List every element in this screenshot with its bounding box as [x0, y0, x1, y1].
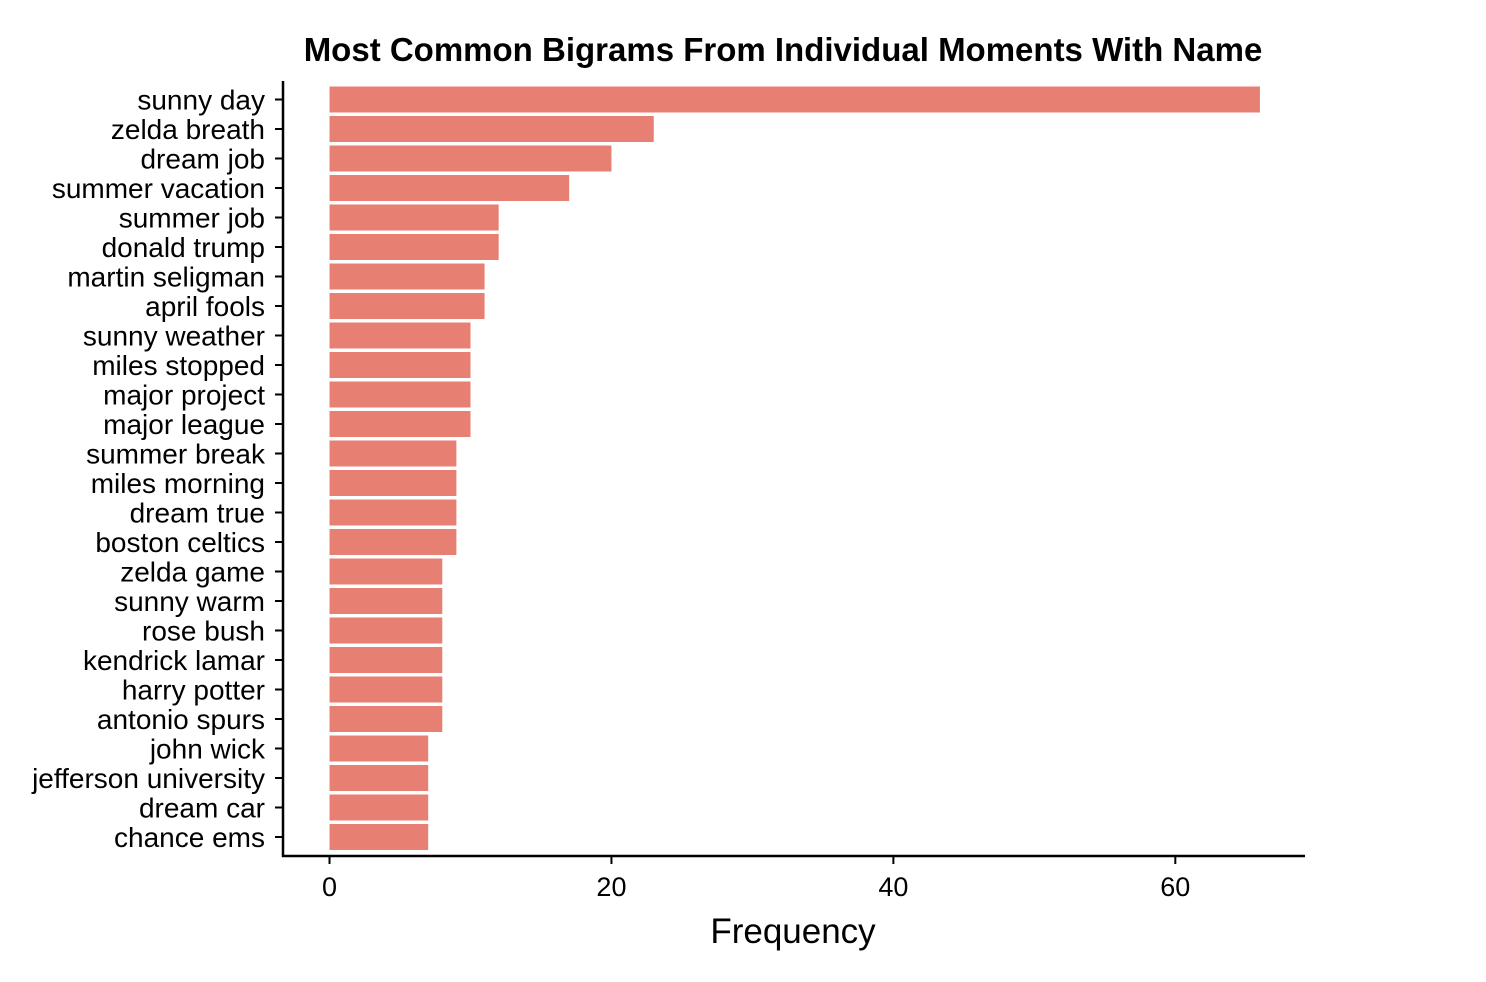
bar-sunny-warm [330, 588, 443, 614]
bar-martin-seligman [330, 264, 485, 290]
bar-zelda-breath [330, 116, 654, 142]
bar-sunny-weather [330, 323, 471, 349]
bar-antonio-spurs [330, 706, 443, 732]
bar-dream-true [330, 500, 457, 526]
y-tick-label: sunny warm [114, 586, 265, 617]
bar-donald-trump [330, 234, 499, 260]
bar-chance-ems [330, 824, 429, 850]
y-tick-label: sunny day [137, 85, 265, 116]
x-tick-label: 40 [878, 872, 908, 902]
y-tick-label: jefferson university [31, 763, 265, 794]
y-tick-label: antonio spurs [97, 704, 265, 735]
y-tick-label: dream job [140, 144, 265, 175]
bars-group [330, 87, 1260, 851]
bar-rose-bush [330, 618, 443, 644]
y-tick-label: zelda game [120, 557, 265, 588]
x-axis: 0 20 40 60 [282, 856, 1305, 902]
bar-dream-job [330, 146, 612, 172]
y-tick-label: rose bush [142, 616, 265, 647]
y-tick-label: chance ems [114, 822, 265, 853]
y-tick-label: dream true [130, 498, 265, 529]
x-tick-label: 0 [322, 872, 337, 902]
y-tick-label: zelda breath [111, 114, 265, 145]
y-tick-label: april fools [145, 291, 265, 322]
bar-major-project [330, 382, 471, 408]
bar-major-league [330, 411, 471, 437]
y-tick-label: john wick [149, 734, 266, 765]
y-tick-label: summer job [119, 203, 265, 234]
bar-april-fools [330, 293, 485, 319]
y-tick-label: summer vacation [52, 173, 265, 204]
y-tick-label: sunny weather [83, 321, 265, 352]
y-tick-label: summer break [86, 439, 266, 470]
x-tick-label: 60 [1160, 872, 1190, 902]
bar-kendrick-lamar [330, 647, 443, 673]
y-tick-label: miles morning [91, 468, 265, 499]
y-tick-label: kendrick lamar [83, 645, 265, 676]
y-tick-label: major league [103, 409, 265, 440]
bar-summer-vacation [330, 175, 570, 201]
y-tick-label: major project [103, 380, 265, 411]
bar-summer-break [330, 441, 457, 467]
bar-boston-celtics [330, 529, 457, 555]
chart-title: Most Common Bigrams From Individual Mome… [304, 31, 1263, 68]
bar-summer-job [330, 205, 499, 231]
y-tick-label: donald trump [102, 232, 265, 263]
x-axis-title: Frequency [710, 912, 876, 951]
bar-sunny-day [330, 87, 1260, 113]
bar-miles-stopped [330, 352, 471, 378]
bar-dream-car [330, 795, 429, 821]
y-tick-label: miles stopped [92, 350, 265, 381]
y-tick-label: harry potter [122, 675, 265, 706]
bar-miles-morning [330, 470, 457, 496]
y-tick-label: dream car [139, 793, 265, 824]
bar-john-wick [330, 736, 429, 762]
y-tick-label: boston celtics [95, 527, 265, 558]
x-tick-label: 20 [596, 872, 626, 902]
bar-harry-potter [330, 677, 443, 703]
y-tick-label: martin seligman [67, 262, 265, 293]
bar-zelda-game [330, 559, 443, 585]
bar-jefferson-university [330, 765, 429, 791]
